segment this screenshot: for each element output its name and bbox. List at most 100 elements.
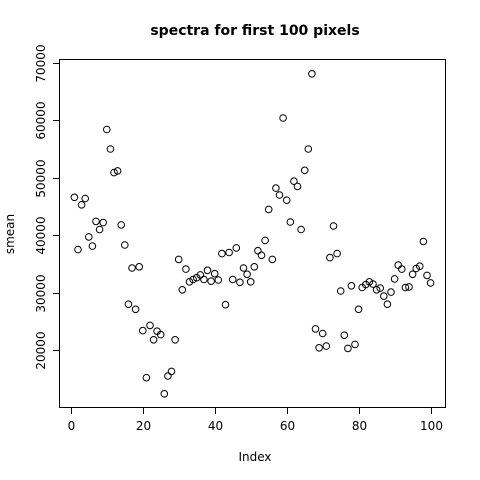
data-point xyxy=(394,261,403,269)
data-point xyxy=(304,145,313,153)
data-point xyxy=(124,300,133,309)
data-point xyxy=(275,191,284,199)
data-point xyxy=(74,245,82,254)
data-point xyxy=(225,248,233,257)
y-axis: 20000 30000 40000 50000 60000 70000 xyxy=(34,44,60,370)
data-point xyxy=(221,300,230,309)
data-point xyxy=(336,287,345,295)
x-tick-label: 40 xyxy=(208,419,223,433)
data-point xyxy=(142,373,151,382)
data-point xyxy=(207,277,215,286)
data-point xyxy=(297,225,305,234)
data-point xyxy=(372,286,381,294)
data-point xyxy=(293,182,302,191)
data-point xyxy=(103,125,111,134)
plot-frame xyxy=(59,59,446,408)
data-point xyxy=(239,264,248,272)
data-point xyxy=(149,336,158,344)
data-point xyxy=(315,344,323,352)
data-point xyxy=(419,237,428,246)
data-point xyxy=(117,221,125,229)
data-point xyxy=(210,269,219,278)
y-tick-label: 40000 xyxy=(34,216,48,254)
x-tick-label: 100 xyxy=(420,419,443,433)
data-point xyxy=(113,167,122,175)
data-point xyxy=(344,344,352,353)
x-tick-label: 60 xyxy=(280,419,295,433)
data-point xyxy=(178,286,187,294)
data-point xyxy=(160,390,169,398)
x-axis: 0 20 40 60 80 100 xyxy=(68,407,443,433)
data-point xyxy=(329,222,338,230)
data-point xyxy=(85,233,93,241)
y-tick-label: 70000 xyxy=(34,44,48,82)
y-tick-label: 50000 xyxy=(34,159,48,197)
data-point xyxy=(121,241,129,249)
data-point xyxy=(110,168,118,177)
data-point xyxy=(286,218,295,226)
data-point xyxy=(254,246,262,255)
data-point xyxy=(318,329,327,338)
chart-title: spectra for first 100 pixels xyxy=(150,23,359,39)
data-point xyxy=(92,217,100,226)
y-tick-label: 20000 xyxy=(34,331,48,369)
data-point xyxy=(88,242,97,250)
data-point xyxy=(146,321,154,330)
data-point xyxy=(135,263,143,271)
data-point xyxy=(214,276,223,284)
data-point xyxy=(351,340,359,349)
data-point xyxy=(139,326,147,335)
data-point xyxy=(308,70,316,78)
data-point xyxy=(95,225,104,234)
data-point xyxy=(408,270,417,279)
data-point xyxy=(401,283,410,292)
data-point xyxy=(131,305,140,314)
data-point xyxy=(354,305,363,314)
data-point xyxy=(196,271,205,279)
data-point xyxy=(77,201,86,209)
x-tick-label: 20 xyxy=(136,419,151,433)
data-point xyxy=(236,278,244,287)
data-point xyxy=(390,275,399,283)
x-axis-label: Index xyxy=(238,450,271,464)
data-point xyxy=(171,336,179,344)
data-point xyxy=(243,270,251,279)
data-point xyxy=(416,262,424,271)
data-point xyxy=(261,236,269,245)
data-point xyxy=(369,280,377,288)
data-point xyxy=(387,288,395,296)
data-point xyxy=(250,263,259,271)
data-point xyxy=(70,193,79,202)
data-point xyxy=(405,283,413,291)
data-point xyxy=(182,265,190,273)
data-point xyxy=(340,331,349,340)
data-point xyxy=(167,367,176,376)
data-point xyxy=(398,265,406,273)
data-point xyxy=(232,244,241,252)
data-point xyxy=(426,279,435,287)
data-point xyxy=(99,218,107,227)
data-point xyxy=(189,275,197,284)
data-point xyxy=(81,194,89,203)
x-tick-label: 0 xyxy=(68,419,76,433)
data-point xyxy=(300,166,309,175)
data-point xyxy=(156,330,165,339)
data-point xyxy=(290,177,298,185)
data-point xyxy=(264,205,273,214)
data-point xyxy=(203,266,212,275)
data-point xyxy=(272,184,280,192)
data-point xyxy=(376,284,385,292)
y-tick-label: 60000 xyxy=(34,101,48,139)
data-point xyxy=(326,253,334,262)
data-point xyxy=(257,251,266,260)
data-point xyxy=(383,300,392,309)
data-point xyxy=(200,275,208,284)
y-tick-label: 30000 xyxy=(34,274,48,312)
data-point xyxy=(347,282,356,290)
data-point xyxy=(218,249,226,258)
data-points xyxy=(70,70,435,398)
data-point xyxy=(282,196,291,204)
data-point xyxy=(246,278,255,286)
data-point xyxy=(333,249,341,258)
